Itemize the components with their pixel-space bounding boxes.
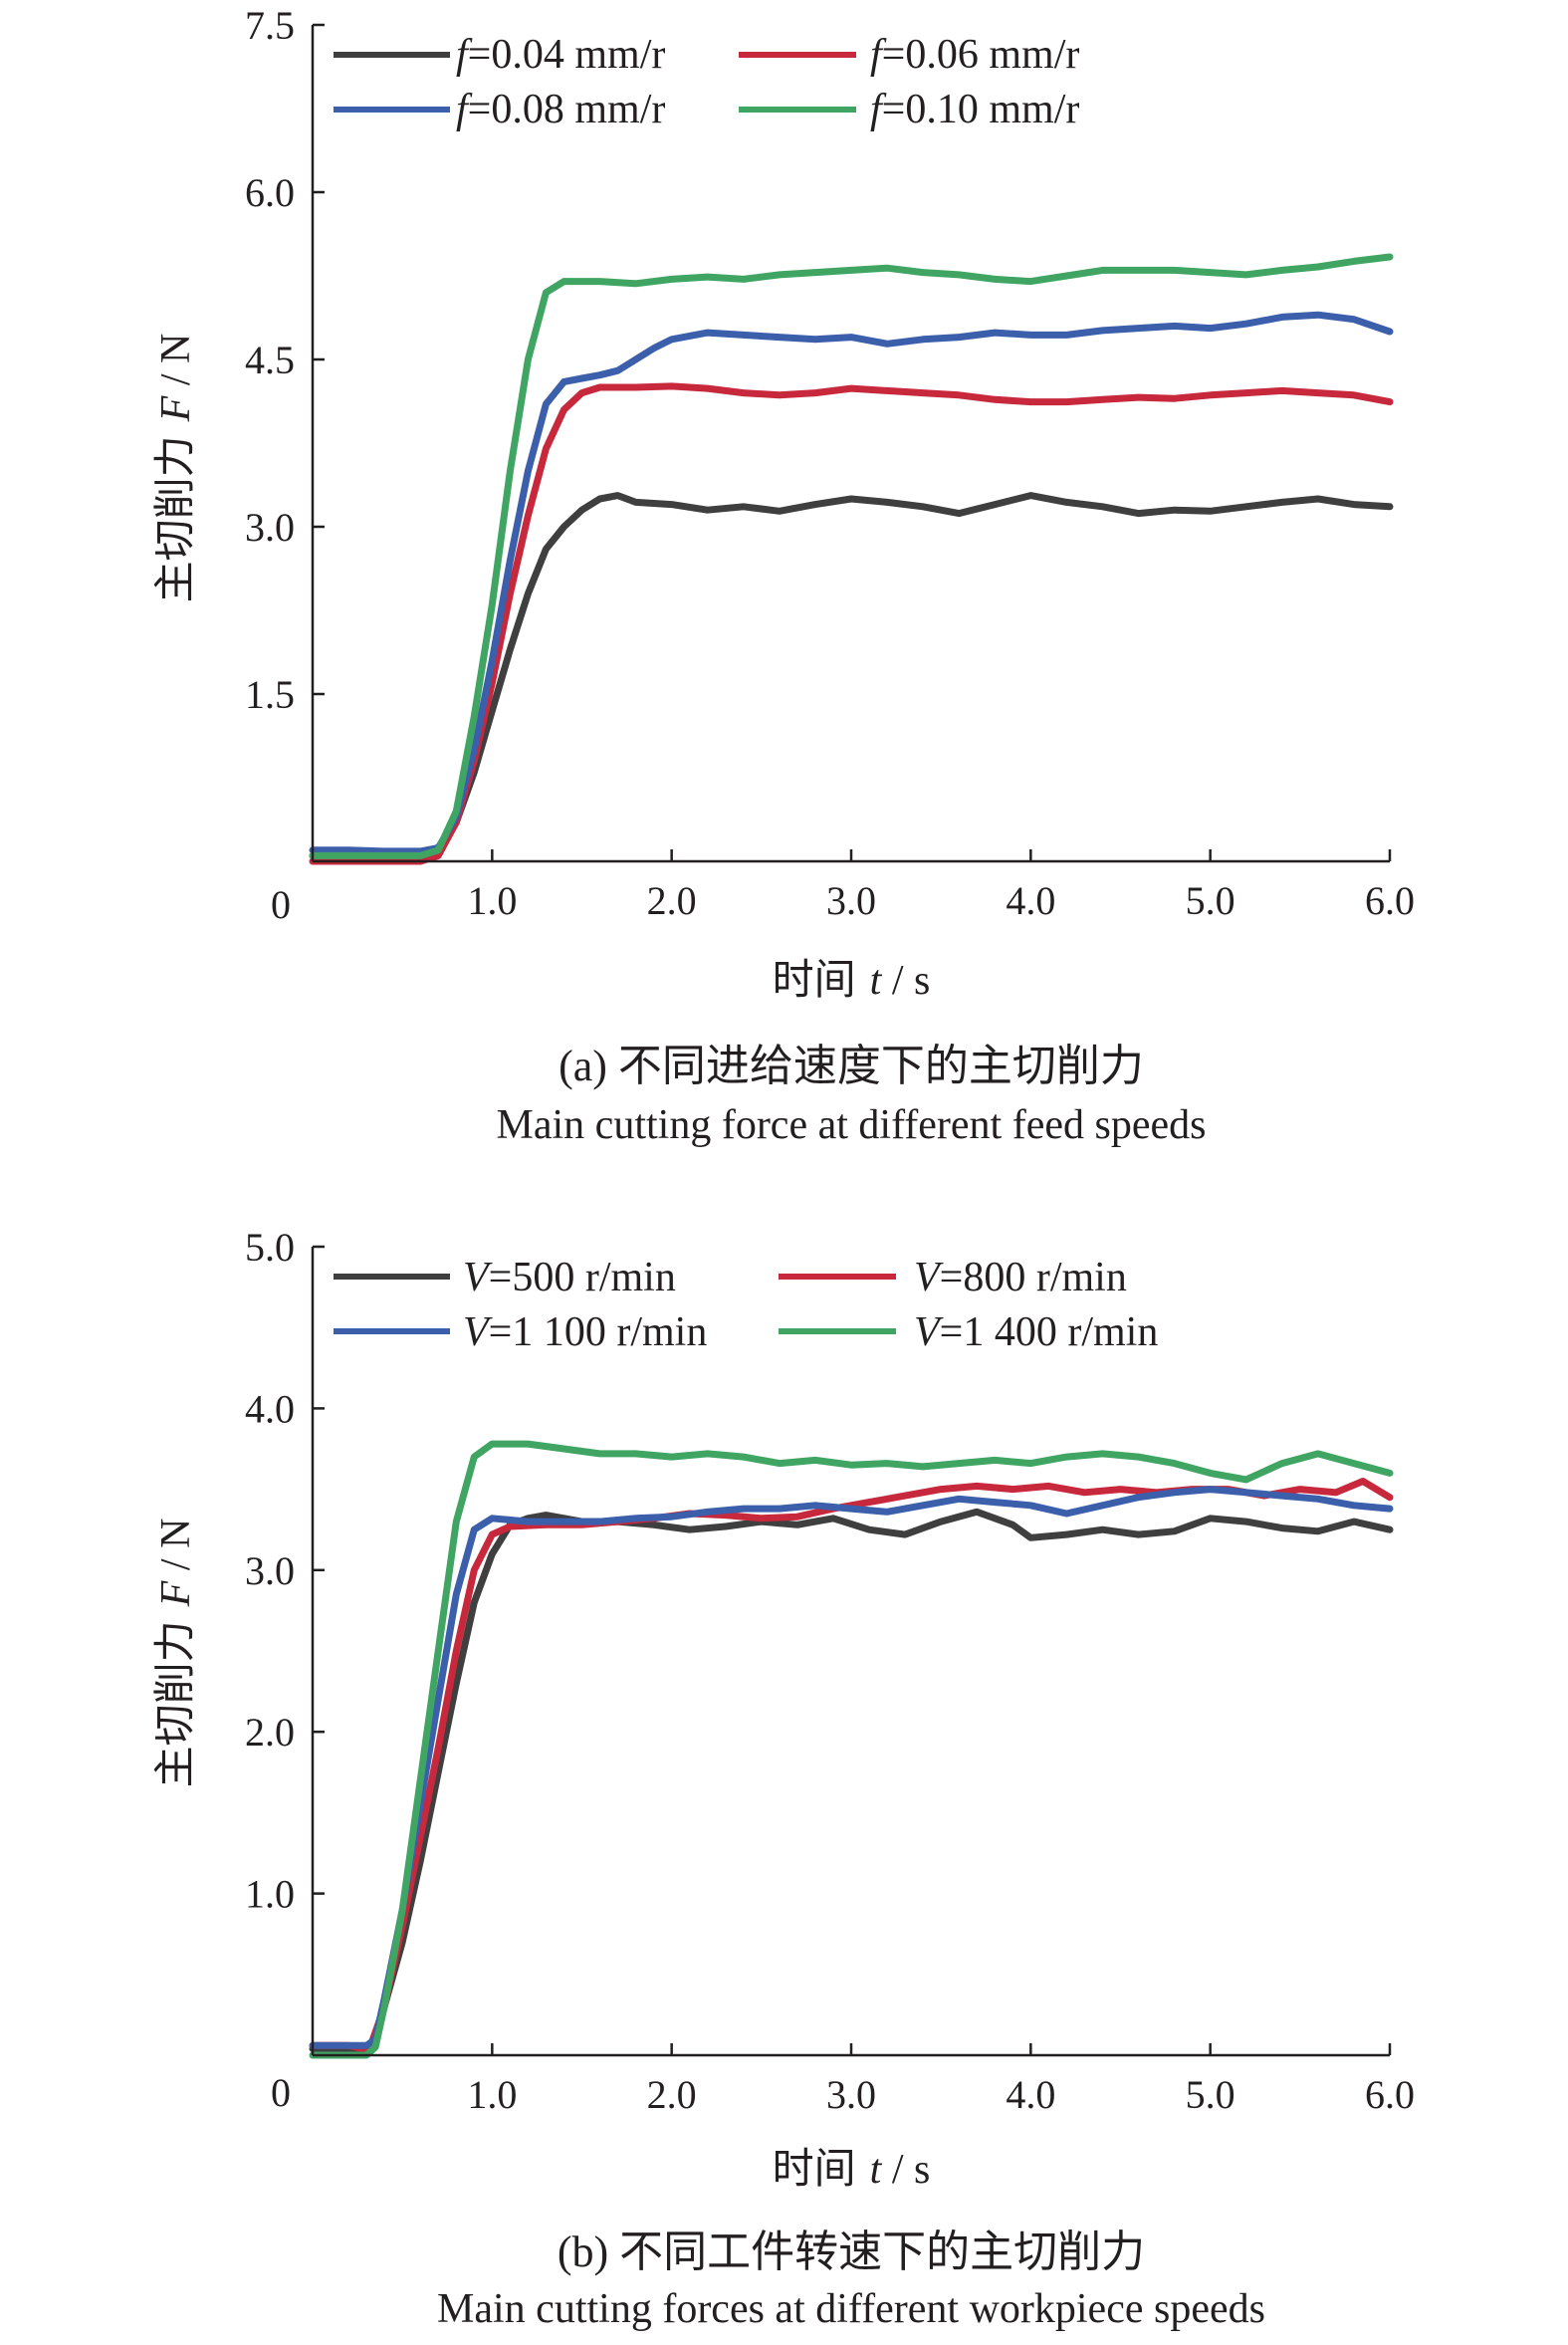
x-tick-label-a-1: 2.0 xyxy=(647,878,697,923)
series-line-b-3 xyxy=(309,1440,1394,2059)
panel-b-caption-en: Main cutting forces at different workpie… xyxy=(437,2286,1265,2332)
legend-b-label-2: V=1 100 r/min xyxy=(463,1309,707,1355)
legend-b-label-0: V=500 r/min xyxy=(463,1255,676,1300)
panel-b-x-axis-label: 时间 t / s xyxy=(773,2147,931,2193)
x-tick-label-b-0: 1.0 xyxy=(467,2072,517,2117)
y-tick-label-a-1: 3.0 xyxy=(245,505,295,550)
y-tick-label-a-4: 7.5 xyxy=(245,3,295,48)
panel-a-x-axis-label: 时间 t / s xyxy=(773,958,931,1004)
y-tick-label-a-0: 1.5 xyxy=(245,672,295,717)
panel-b-origin-label: 0 xyxy=(271,2070,291,2115)
x-tick-label-a-0: 1.0 xyxy=(467,878,517,923)
panel-a-y-axis-label: 主切削力F / N xyxy=(153,334,199,603)
panel-a-legend: f=0.04 mm/r f=0.06 mm/r f=0.08 mm/r f=0.… xyxy=(334,32,1079,132)
series-line-a-0 xyxy=(309,492,1394,859)
y-tick-label-b-4: 5.0 xyxy=(245,1225,295,1270)
panel-b-plot-area xyxy=(309,1440,1394,2059)
x-tick-label-a-4: 5.0 xyxy=(1186,878,1235,923)
y-tick-label-b-3: 4.0 xyxy=(245,1386,295,1431)
series-line-a-3 xyxy=(309,253,1394,859)
panel-a-caption-en: Main cutting force at different feed spe… xyxy=(497,1102,1207,1148)
x-tick-label-b-2: 3.0 xyxy=(826,2072,876,2117)
panel-a-plot-area xyxy=(309,253,1394,865)
panel-a-ticks: 1.0 2.0 3.0 4.0 5.0 6.0 1.5 3.0 4.5 6.0 7.5 xyxy=(245,3,1415,923)
y-tick-label-b-0: 1.0 xyxy=(245,1872,295,1917)
panel-a-origin-label: 0 xyxy=(271,882,291,927)
y-tick-label-b-1: 2.0 xyxy=(245,1710,295,1755)
legend-a-label-1: f=0.06 mm/r xyxy=(870,32,1079,78)
panel-b-ticks: 1.0 2.0 3.0 4.0 5.0 6.0 1.0 2.0 3.0 4.0 5.0 xyxy=(245,1225,1415,2117)
panel-b-caption-cn: (b) 不同工件转速下的主切削力 xyxy=(558,2228,1145,2276)
x-tick-label-b-4: 5.0 xyxy=(1186,2072,1235,2117)
x-tick-label-a-3: 4.0 xyxy=(1006,878,1055,923)
panel-b-legend: V=500 r/min V=800 r/min V=1 100 r/min V=… xyxy=(334,1255,1158,1355)
x-tick-label-b-3: 4.0 xyxy=(1006,2072,1055,2117)
legend-a-label-3: f=0.10 mm/r xyxy=(870,87,1079,132)
panel-b: 1.0 2.0 3.0 4.0 5.0 6.0 1.0 2.0 3.0 4.0 5.0 0 V=50… xyxy=(153,1225,1415,2332)
panel-a-caption-cn: (a) 不同进给速度下的主切削力 xyxy=(559,1042,1144,1090)
x-tick-label-b-1: 2.0 xyxy=(647,2072,697,2117)
y-tick-label-a-3: 6.0 xyxy=(245,170,295,215)
panel-b-y-axis-label: 主切削力F / N xyxy=(153,1519,199,1788)
legend-b-label-3: V=1 400 r/min xyxy=(914,1309,1158,1355)
legend-a-label-0: f=0.04 mm/r xyxy=(456,32,665,78)
x-tick-label-a-5: 6.0 xyxy=(1365,878,1415,923)
series-line-a-1 xyxy=(309,382,1394,865)
x-tick-label-b-5: 6.0 xyxy=(1365,2072,1415,2117)
series-line-b-1 xyxy=(309,1478,1394,2052)
panel-a: 1.0 2.0 3.0 4.0 5.0 6.0 1.5 3.0 4.5 6.0 7.5 0 f=0.… xyxy=(153,3,1415,1148)
series-line-a-2 xyxy=(309,311,1394,855)
legend-a-label-2: f=0.08 mm/r xyxy=(456,87,665,132)
legend-b-label-1: V=800 r/min xyxy=(914,1255,1127,1300)
series-line-b-0 xyxy=(309,1508,1394,2056)
y-tick-label-b-2: 3.0 xyxy=(245,1548,295,1593)
x-tick-label-a-2: 3.0 xyxy=(826,878,876,923)
y-tick-label-a-2: 4.5 xyxy=(245,338,295,382)
